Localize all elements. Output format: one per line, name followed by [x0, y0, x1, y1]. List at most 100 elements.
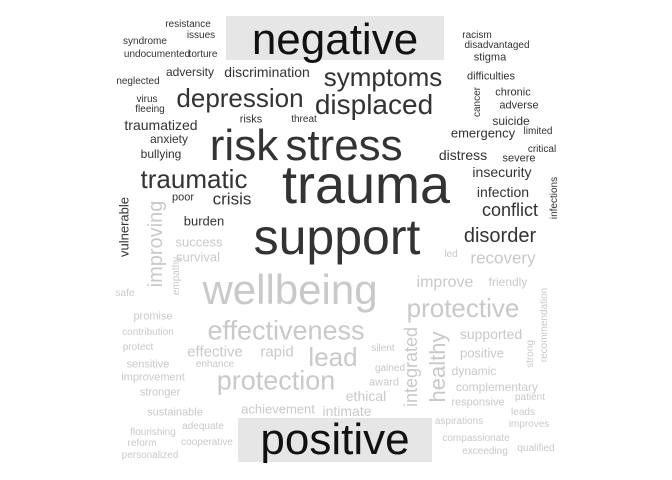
cloud-word-threat: threat	[291, 114, 317, 125]
cloud-word-syndrome: syndrome	[123, 36, 167, 47]
cloud-word-improving: improving	[145, 200, 167, 288]
cloud-word-infection: infection	[476, 184, 530, 200]
cloud-word-stress: stress	[285, 121, 403, 170]
cloud-word-effective: effective	[187, 343, 243, 361]
cloud-word-difficulties: difficulties	[466, 70, 516, 83]
cloud-word-critical: critical	[527, 144, 557, 155]
cloud-word-exceeding: exceeding	[462, 446, 508, 457]
cloud-word-improvement: improvement	[121, 371, 185, 384]
cloud-word-improve: improve	[416, 274, 474, 291]
cloud-word-crisis: crisis	[212, 189, 252, 209]
cloud-word-led: led	[444, 249, 458, 260]
cloud-word-effectiveness: effectiveness	[207, 315, 365, 346]
cloud-word-resistance: resistance	[165, 19, 211, 30]
cloud-word-lead: lead	[308, 342, 358, 372]
cloud-word-racism: racism	[462, 30, 492, 41]
cloud-word-supported: supported	[459, 326, 523, 342]
cloud-word-depression: depression	[176, 83, 304, 113]
cloud-word-strong: strong	[525, 340, 536, 368]
cloud-word-disorder: disorder	[463, 225, 537, 247]
cloud-word-recommendation: recommendation	[539, 287, 550, 363]
cloud-word-positive: positive	[459, 345, 505, 361]
cloud-word-safe: safe	[115, 288, 135, 299]
cloud-word-infections: infections	[549, 176, 560, 220]
cloud-word-complementary: complementary	[455, 380, 539, 394]
cloud-word-insecurity: insecurity	[472, 164, 532, 180]
cloud-word-cancer: cancer	[472, 86, 483, 118]
cloud-word-symptoms: symptoms	[323, 62, 443, 92]
cloud-word-aspirations: aspirations	[434, 416, 484, 427]
cloud-word-suicide: suicide	[492, 114, 530, 128]
cloud-word-adequate: adequate	[182, 421, 224, 432]
cloud-word-displaced: displaced	[314, 89, 434, 120]
cloud-word-emergency: emergency	[450, 125, 516, 141]
cloud-word-anxiety: anxiety	[149, 132, 189, 146]
cloud-word-undocumented: undocumented	[123, 49, 191, 60]
cloud-word-traumatic: traumatic	[140, 164, 248, 194]
cloud-word-protection: protection	[216, 365, 336, 396]
cloud-word-burden: burden	[183, 213, 225, 229]
positive-title-box	[238, 418, 432, 462]
cloud-word-rapid: rapid	[260, 343, 294, 361]
cloud-word-adverse: adverse	[499, 99, 539, 112]
cloud-word-discrimination: discrimination	[224, 64, 310, 80]
cloud-word-support: support	[253, 209, 421, 265]
cloud-word-stronger: stronger	[139, 386, 181, 399]
cloud-word-protect: protect	[122, 342, 154, 353]
cloud-word-neglected: neglected	[116, 76, 160, 87]
cloud-word-severe: severe	[502, 152, 536, 165]
cloud-word-personalized: personalized	[121, 450, 179, 461]
cloud-word-gained: gained	[374, 363, 406, 374]
cloud-word-vulnerable: vulnerable	[116, 197, 132, 257]
cloud-word-achievement: achievement	[241, 401, 315, 417]
cloud-word-stigma: stigma	[473, 51, 507, 64]
cloud-word-poor: poor	[171, 191, 195, 204]
cloud-word-flourishing: flourishing	[130, 427, 176, 438]
cloud-word-empathy: empathy	[171, 256, 182, 296]
cloud-word-issues: issues	[186, 30, 216, 41]
cloud-word-intimate: intimate	[322, 403, 372, 419]
negative-title-box	[226, 16, 444, 60]
cloud-word-risks: risks	[239, 113, 263, 126]
cloud-word-dynamic: dynamic	[451, 364, 497, 378]
cloud-word-traumatized: traumatized	[124, 117, 198, 133]
cloud-word-risk: risk	[209, 121, 279, 170]
cloud-word-responsive: responsive	[451, 396, 505, 409]
cloud-word-distress: distress	[438, 147, 488, 163]
cloud-word-contribution: contribution	[122, 327, 174, 338]
cloud-word-qualified: qualified	[517, 443, 555, 454]
negative-title: negative	[251, 15, 419, 64]
cloud-word-sensitive: sensitive	[126, 358, 170, 371]
cloud-word-compassionate: compassionate	[442, 433, 510, 444]
cloud-word-adversity: adversity	[165, 65, 215, 79]
cloud-word-trauma: trauma	[281, 155, 451, 215]
cloud-word-sustainable: sustainable	[147, 406, 203, 419]
cloud-word-friendly: friendly	[488, 275, 528, 289]
cloud-word-healthy: healthy	[425, 331, 450, 403]
cloud-word-recovery: recovery	[470, 248, 536, 268]
cloud-word-silent: silent	[371, 343, 395, 354]
cloud-word-cooperative: cooperative	[181, 437, 233, 448]
cloud-word-bullying: bullying	[140, 147, 182, 161]
cloud-word-survival: survival	[175, 249, 221, 265]
cloud-word-patient: patient	[514, 392, 546, 403]
cloud-word-disadvantaged: disadvantaged	[464, 40, 530, 51]
cloud-word-chronic: chronic	[495, 86, 531, 99]
cloud-word-virus: virus	[136, 94, 158, 105]
cloud-word-enhance: enhance	[195, 359, 235, 370]
cloud-word-improves: improves	[508, 419, 550, 430]
cloud-word-ethical: ethical	[345, 388, 387, 404]
cloud-word-award: award	[369, 376, 399, 389]
cloud-word-success: success	[175, 234, 223, 250]
cloud-word-leads: leads	[511, 407, 535, 418]
cloud-word-conflict: conflict	[481, 200, 539, 220]
cloud-word-limited: limited	[523, 126, 553, 137]
cloud-word-promise: promise	[133, 310, 173, 323]
cloud-word-fleeing: fleeing	[135, 104, 165, 115]
cloud-word-wellbeing: wellbeing	[202, 266, 378, 313]
cloud-word-torture: torture	[188, 49, 218, 60]
positive-title: positive	[260, 415, 410, 464]
cloud-word-reform: reform	[127, 438, 157, 449]
cloud-word-protective: protective	[406, 293, 520, 323]
